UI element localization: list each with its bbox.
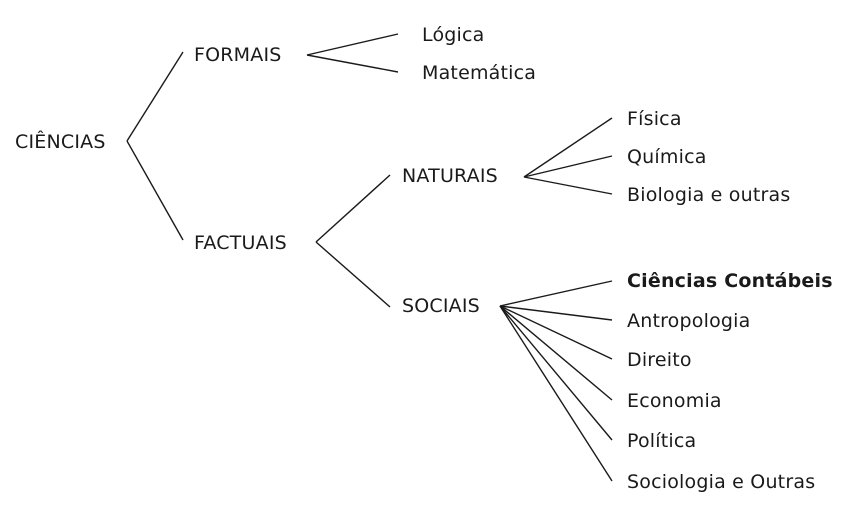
node-politica: Política <box>627 430 697 452</box>
edge-sociais-sociologia <box>499 305 613 482</box>
edge-formais-matematica <box>306 54 399 73</box>
edge-sociais-politica <box>499 305 613 441</box>
node-sociologia: Sociologia e Outras <box>627 471 816 493</box>
node-ciencias: CIÊNCIAS <box>15 131 106 153</box>
node-sociais: SOCIAIS <box>402 295 480 317</box>
node-direito: Direito <box>627 349 692 371</box>
node-logica: Lógica <box>422 24 485 46</box>
node-naturais: NATURAIS <box>402 165 498 187</box>
edge-naturais-biologia <box>523 176 613 195</box>
node-matematica: Matemática <box>422 62 537 84</box>
edge-ciencias-formais <box>126 51 184 142</box>
edge-sociais-economia <box>499 305 613 401</box>
node-antropologia: Antropologia <box>627 310 751 332</box>
node-fisica: Física <box>627 108 682 130</box>
node-factuais: FACTUAIS <box>194 232 287 254</box>
edge-sociais-contabeis <box>499 280 613 307</box>
edge-factuais-sociais <box>315 241 391 308</box>
node-formais: FORMAIS <box>194 44 282 66</box>
node-economia: Economia <box>627 390 722 412</box>
edge-sociais-direito <box>499 305 613 360</box>
node-ciencias-contabeis: Ciências Contábeis <box>627 270 833 292</box>
edge-naturais-quimica <box>523 155 613 178</box>
edge-factuais-naturais <box>315 174 391 243</box>
edge-sociais-antropologia <box>499 305 613 321</box>
node-biologia: Biologia e outras <box>627 184 791 206</box>
edge-ciencias-factuais <box>126 140 184 241</box>
edge-formais-logica <box>306 33 399 56</box>
node-quimica: Química <box>627 146 707 168</box>
edge-naturais-fisica <box>523 117 613 178</box>
